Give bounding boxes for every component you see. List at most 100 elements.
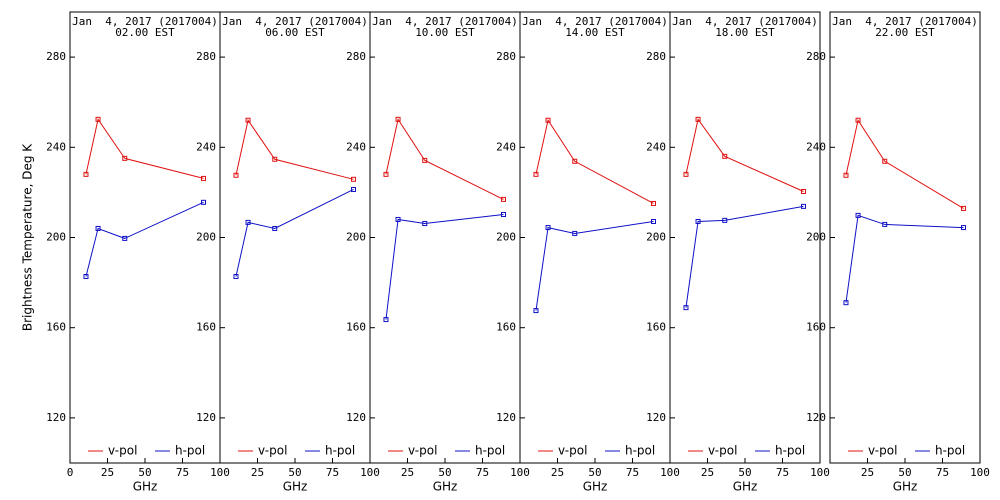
y-tick-label: 240 xyxy=(46,140,66,153)
x-tick-label: 100 xyxy=(970,466,990,479)
x-tick-label: 0 xyxy=(67,466,74,479)
series-line xyxy=(535,220,654,311)
panel-subtitle: 06.00 EST xyxy=(265,26,325,39)
legend-label: h-pol xyxy=(175,444,205,458)
point-marker xyxy=(233,274,239,280)
point-marker xyxy=(533,308,539,314)
point-marker xyxy=(572,230,578,236)
panel-title: Jan 4, 2017 (2017004) xyxy=(522,15,668,28)
point-marker xyxy=(83,171,89,177)
point-marker xyxy=(395,216,401,222)
y-tick-label: 160 xyxy=(346,321,366,334)
point-marker xyxy=(122,155,128,161)
point-marker xyxy=(245,117,251,123)
x-tick-label: 100 xyxy=(210,466,230,479)
y-tick-label: 200 xyxy=(496,231,516,244)
x-tick-label: 25 xyxy=(861,466,874,479)
y-tick-label: 240 xyxy=(646,140,666,153)
y-tick-label: 160 xyxy=(196,321,216,334)
y-tick-label: 120 xyxy=(196,411,216,424)
point-marker xyxy=(961,205,966,211)
y-tick-label: 240 xyxy=(196,140,216,153)
panel-subtitle: 22.00 EST xyxy=(875,26,935,39)
y-tick-label: 240 xyxy=(806,140,826,153)
series-line xyxy=(685,205,804,308)
point-marker xyxy=(383,171,389,177)
point-marker xyxy=(383,317,389,323)
y-tick-label: 160 xyxy=(646,321,666,334)
y-tick-label: 280 xyxy=(196,50,216,63)
point-marker xyxy=(545,225,551,231)
y-tick-label: 240 xyxy=(496,140,516,153)
point-marker xyxy=(722,217,728,223)
series-line xyxy=(235,119,354,180)
point-marker xyxy=(233,172,239,178)
x-tick-label: 50 xyxy=(738,466,751,479)
x-axis-label: GHz xyxy=(733,480,758,494)
point-marker xyxy=(722,153,728,159)
x-tick-label: 75 xyxy=(476,466,489,479)
point-marker xyxy=(351,176,356,182)
panel-subtitle: 14.00 EST xyxy=(565,26,625,39)
x-axis-label: GHz xyxy=(133,480,158,494)
point-marker xyxy=(695,116,701,122)
x-tick-label: 75 xyxy=(936,466,949,479)
x-tick-label: 50 xyxy=(138,466,151,479)
y-tick-label: 200 xyxy=(346,231,366,244)
point-marker xyxy=(501,196,506,202)
point-marker xyxy=(351,186,356,192)
x-tick-label: 75 xyxy=(626,466,639,479)
series-line xyxy=(535,118,654,204)
legend-label: v-pol xyxy=(868,444,897,458)
x-tick-label: 100 xyxy=(810,466,830,479)
y-axis-label: Brightness Temperature, Deg K xyxy=(21,143,35,331)
legend-label: h-pol xyxy=(325,444,355,458)
legend-label: v-pol xyxy=(258,444,287,458)
point-marker xyxy=(201,175,206,181)
point-marker xyxy=(422,157,428,163)
x-tick-label: 75 xyxy=(176,466,189,479)
x-tick-label: 25 xyxy=(401,466,414,479)
point-marker xyxy=(422,221,428,227)
y-tick-label: 200 xyxy=(646,231,666,244)
y-tick-label: 160 xyxy=(496,321,516,334)
series-line xyxy=(85,201,204,277)
point-marker xyxy=(395,116,401,122)
panel-title: Jan 4, 2017 (2017004) xyxy=(672,15,818,28)
panel-title: Jan 4, 2017 (2017004) xyxy=(832,15,978,28)
y-tick-label: 120 xyxy=(646,411,666,424)
y-tick-label: 120 xyxy=(806,411,826,424)
series-line xyxy=(385,118,504,200)
legend-label: h-pol xyxy=(775,444,805,458)
point-marker xyxy=(843,172,849,178)
x-tick-label: 25 xyxy=(701,466,714,479)
point-marker xyxy=(501,211,506,217)
y-tick-label: 200 xyxy=(196,231,216,244)
x-tick-label: 75 xyxy=(776,466,789,479)
point-marker xyxy=(272,156,278,162)
point-marker xyxy=(272,225,278,231)
x-tick-label: 100 xyxy=(360,466,380,479)
point-marker xyxy=(695,218,701,224)
x-tick-label: 100 xyxy=(510,466,530,479)
point-marker xyxy=(83,274,89,280)
x-axis-label: GHz xyxy=(283,480,308,494)
x-axis-label: GHz xyxy=(583,480,608,494)
legend-label: v-pol xyxy=(558,444,587,458)
point-marker xyxy=(855,212,861,218)
x-axis-label: GHz xyxy=(893,480,918,494)
y-tick-label: 280 xyxy=(646,50,666,63)
y-tick-label: 200 xyxy=(806,231,826,244)
y-tick-label: 240 xyxy=(346,140,366,153)
point-marker xyxy=(843,300,849,306)
point-marker xyxy=(882,158,888,164)
point-marker xyxy=(801,188,806,194)
y-tick-label: 120 xyxy=(496,411,516,424)
x-tick-label: 50 xyxy=(438,466,451,479)
y-tick-label: 160 xyxy=(806,321,826,334)
x-tick-label: 50 xyxy=(898,466,911,479)
point-marker xyxy=(95,225,101,231)
legend-label: v-pol xyxy=(408,444,437,458)
